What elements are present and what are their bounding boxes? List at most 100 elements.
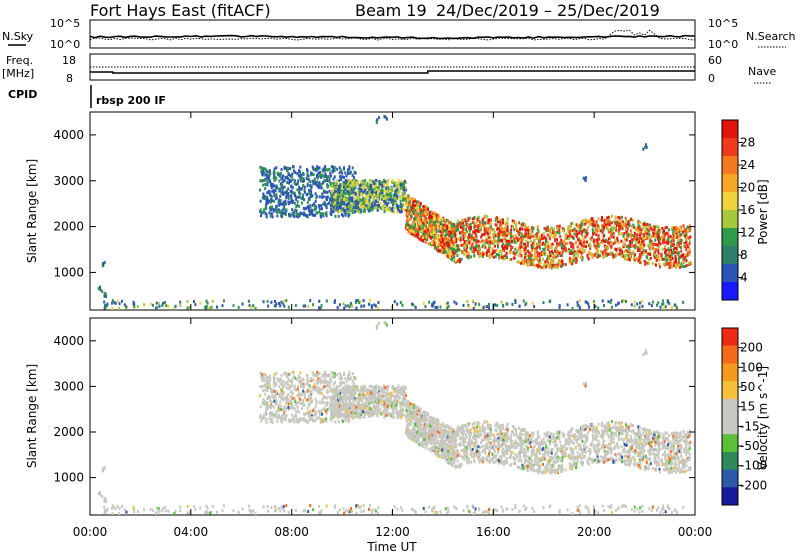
power-cell [597, 247, 599, 250]
velocity-cell [315, 405, 317, 408]
power-cell [312, 182, 314, 185]
power-cell [386, 208, 388, 211]
power-cell [270, 206, 272, 209]
power-cell [331, 191, 333, 194]
power-cell [285, 210, 287, 213]
power-cell [265, 207, 267, 210]
power-cell [308, 198, 310, 201]
velocity-cell [298, 410, 300, 413]
velocity-cell [259, 372, 261, 375]
power-cell [638, 227, 640, 230]
power-cell [559, 260, 561, 263]
power-cell [351, 305, 353, 308]
power-cell [464, 235, 466, 238]
velocity-cell [282, 386, 284, 389]
power-cell [319, 171, 321, 174]
power-cell [508, 240, 510, 243]
power-cell [487, 241, 489, 244]
power-cell [252, 304, 254, 307]
velocity-cell [298, 391, 300, 394]
power-cell [431, 222, 433, 225]
power-cell [610, 246, 612, 249]
power-cell [636, 302, 638, 305]
power-cell [428, 242, 430, 245]
power-cell [502, 221, 504, 224]
power-cell [474, 216, 476, 219]
power-cell [596, 239, 598, 242]
power-cell [524, 223, 526, 226]
power-cell [529, 236, 531, 239]
power-cell [431, 241, 433, 244]
power-cell [318, 206, 320, 209]
power-cell [484, 215, 486, 218]
power-cell [525, 302, 527, 305]
power-cell [555, 246, 557, 249]
velocity-cell [381, 387, 383, 390]
power-cell [421, 211, 423, 214]
power-cell [376, 194, 378, 197]
power-cell [562, 242, 564, 245]
power-cell [459, 221, 461, 224]
power-cell [274, 300, 276, 303]
power-cell [315, 207, 317, 210]
power-cell [326, 186, 328, 189]
power-cell [560, 254, 562, 257]
power-cell [406, 226, 408, 229]
power-cell [457, 220, 459, 223]
power-cell [666, 226, 668, 229]
velocity-cell [324, 371, 326, 374]
power-cell [646, 146, 648, 149]
velocity-cell [341, 377, 343, 380]
power-cell [337, 306, 339, 309]
power-cell [536, 243, 538, 246]
noise-left-tick-top: 10^5 [50, 17, 80, 30]
power-cell [397, 179, 399, 182]
power-cell [658, 259, 660, 262]
velocity-cell [283, 391, 285, 394]
colorbar-tick-label: 20 [740, 181, 755, 195]
velocity-cell [292, 384, 294, 387]
power-cell [527, 244, 529, 247]
power-cell [329, 172, 331, 175]
power-cell [302, 193, 304, 196]
power-cell [355, 200, 357, 203]
power-cell [402, 186, 404, 189]
power-cell [585, 176, 587, 179]
freq-label-line2: [MHz] [2, 67, 34, 80]
velocity-cell [352, 372, 354, 375]
velocity-cell [325, 403, 327, 406]
power-cell [457, 225, 459, 228]
power-cell [303, 305, 305, 308]
power-cell [543, 248, 545, 251]
power-cell [645, 249, 647, 252]
power-cell [639, 302, 641, 305]
power-cell [301, 212, 303, 215]
power-cell [156, 302, 158, 305]
power-cell [345, 189, 347, 192]
power-cell [316, 211, 318, 214]
power-cell [462, 251, 464, 254]
power-cell [342, 302, 344, 305]
power-cell [377, 301, 379, 304]
power-cell [370, 186, 372, 189]
colorbar-segment [722, 138, 738, 157]
power-cell [331, 165, 333, 168]
velocity-cell [275, 399, 277, 402]
power-cell [486, 215, 488, 218]
power-cell [309, 204, 311, 207]
power-cell [573, 259, 575, 262]
power-cell [556, 238, 558, 241]
power-cell [597, 224, 599, 227]
velocity-cell [281, 415, 283, 418]
power-cell [275, 189, 277, 192]
power-cell [506, 234, 508, 237]
power-cell [524, 256, 526, 259]
power-cell [445, 247, 447, 250]
velocity-cell [348, 377, 350, 380]
power-cell [615, 248, 617, 251]
velocity-cell [308, 413, 310, 416]
power-cell [264, 179, 266, 182]
power-cell [532, 302, 534, 305]
power-cell [546, 228, 548, 231]
power-cell [436, 220, 438, 223]
